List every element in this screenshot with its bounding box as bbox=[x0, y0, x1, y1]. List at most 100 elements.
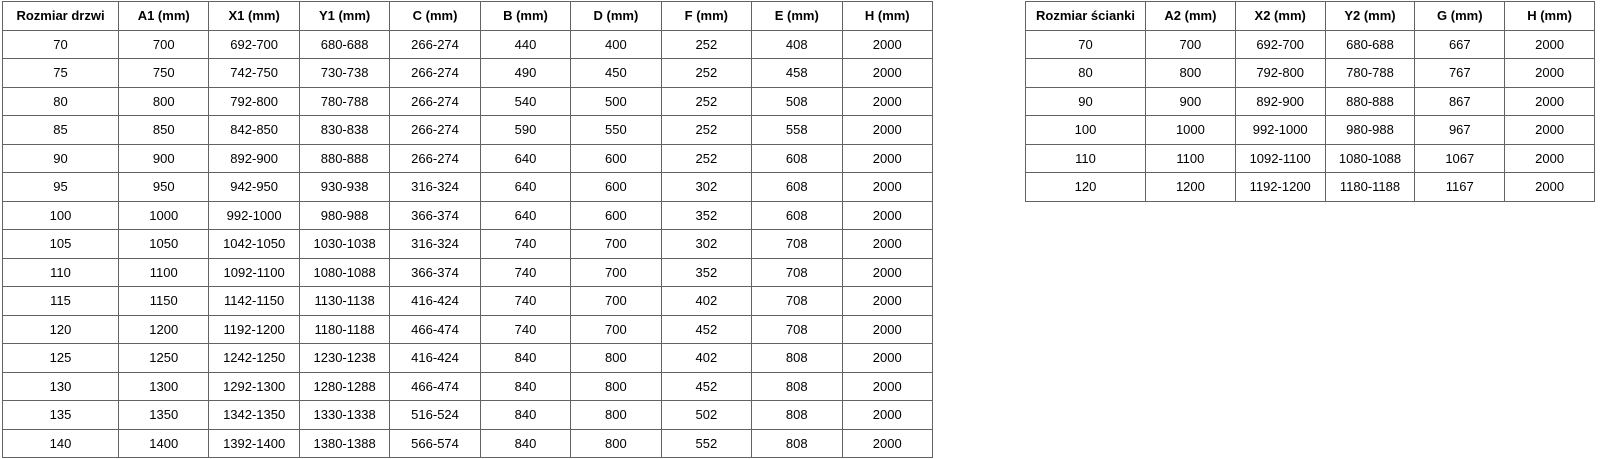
column-header: B (mm) bbox=[479, 1, 572, 31]
table-cell: 640 bbox=[479, 172, 572, 202]
table-cell: 440 bbox=[479, 29, 572, 59]
column-header: Y1 (mm) bbox=[298, 1, 391, 31]
table-row: 105 1050 1042-1050 1030-1038 316-324 740 700 30… bbox=[2, 229, 933, 259]
column-header: Rozmiar ścianki bbox=[1025, 1, 1146, 31]
table-cell: 252 bbox=[660, 29, 753, 59]
table-row: 75 750 742-750 730-738 266-274 490 450 252 458 20… bbox=[2, 58, 933, 88]
table-cell: 450 bbox=[570, 58, 662, 88]
table-cell: 558 bbox=[751, 115, 843, 145]
table-cell: 516-524 bbox=[389, 400, 481, 430]
table-cell: 452 bbox=[660, 314, 753, 344]
table-cell: 2000 bbox=[841, 29, 933, 59]
table-cell: 502 bbox=[660, 400, 753, 430]
table-cell: 1067 bbox=[1414, 143, 1506, 173]
table-row: 115 1150 1142-1150 1130-1138 416-424 740 700 40… bbox=[2, 286, 933, 316]
table-cell: 740 bbox=[479, 257, 572, 287]
table-cell: 266-274 bbox=[389, 58, 481, 88]
table-cell: 402 bbox=[660, 286, 753, 316]
table-cell: 892-900 bbox=[1234, 86, 1326, 116]
table-row: 80 800 792-800 780-788 767 2000 bbox=[1025, 58, 1595, 88]
table-cell: 466-474 bbox=[389, 314, 481, 344]
table-cell: 2000 bbox=[1504, 58, 1595, 88]
table-cell: 316-324 bbox=[389, 229, 481, 259]
table-row: 110 1100 1092-1100 1080-1088 1067 2000 bbox=[1025, 143, 1595, 173]
table-cell: 942-950 bbox=[208, 172, 300, 202]
table-cell: 552 bbox=[660, 428, 753, 458]
table-cell: 1342-1350 bbox=[208, 400, 300, 430]
table-cell: 2000 bbox=[841, 343, 933, 373]
table-cell: 600 bbox=[570, 200, 662, 230]
table-cell: 680-688 bbox=[1324, 29, 1416, 59]
table-cell: 1180-1188 bbox=[298, 314, 391, 344]
table-cell: 700 bbox=[570, 229, 662, 259]
table-cell: 780-788 bbox=[1324, 58, 1416, 88]
table-cell: 125 bbox=[2, 343, 119, 373]
table-cell: 2000 bbox=[841, 314, 933, 344]
table-cell: 2000 bbox=[841, 371, 933, 401]
door-size-table: Rozmiar drzwi A1 (mm) X1 (mm) Y1 (mm) C (mm)… bbox=[2, 1, 933, 458]
table-cell: 1130-1138 bbox=[298, 286, 391, 316]
table-cell: 880-888 bbox=[1324, 86, 1416, 116]
table-cell: 302 bbox=[660, 172, 753, 202]
table-cell: 740 bbox=[479, 229, 572, 259]
table-cell: 2000 bbox=[841, 86, 933, 116]
table-cell: 792-800 bbox=[208, 86, 300, 116]
table-cell: 302 bbox=[660, 229, 753, 259]
table-cell: 767 bbox=[1414, 58, 1506, 88]
table-cell: 892-900 bbox=[208, 143, 300, 173]
table-cell: 266-274 bbox=[389, 86, 481, 116]
table-cell: 708 bbox=[751, 314, 843, 344]
table-cell: 2000 bbox=[841, 172, 933, 202]
table-cell: 1400 bbox=[117, 428, 210, 458]
column-header: E (mm) bbox=[751, 1, 843, 31]
table-cell: 458 bbox=[751, 58, 843, 88]
table-cell: 980-988 bbox=[1324, 115, 1416, 145]
table-cell: 402 bbox=[660, 343, 753, 373]
table-row: 100 1000 992-1000 980-988 967 2000 bbox=[1025, 115, 1595, 145]
table-cell: 880-888 bbox=[298, 143, 391, 173]
table-cell: 508 bbox=[751, 86, 843, 116]
table-cell: 1167 bbox=[1414, 172, 1506, 202]
table-cell: 808 bbox=[751, 343, 843, 373]
table-cell: 808 bbox=[751, 371, 843, 401]
table-cell: 740 bbox=[479, 314, 572, 344]
table-cell: 2000 bbox=[841, 58, 933, 88]
table-cell: 608 bbox=[751, 200, 843, 230]
table-cell: 792-800 bbox=[1234, 58, 1326, 88]
column-header: X2 (mm) bbox=[1234, 1, 1326, 31]
table-cell: 800 bbox=[570, 400, 662, 430]
table-cell: 452 bbox=[660, 371, 753, 401]
table-cell: 780-788 bbox=[298, 86, 391, 116]
table-cell: 550 bbox=[570, 115, 662, 145]
table-cell: 100 bbox=[1025, 115, 1146, 145]
table-row: 80 800 792-800 780-788 266-274 540 500 252 508 20… bbox=[2, 86, 933, 116]
table-cell: 800 bbox=[570, 428, 662, 458]
table-cell: 95 bbox=[2, 172, 119, 202]
table-cell: 900 bbox=[1145, 86, 1236, 116]
table-cell: 808 bbox=[751, 400, 843, 430]
table-cell: 90 bbox=[2, 143, 119, 173]
table-cell: 708 bbox=[751, 257, 843, 287]
table-cell: 2000 bbox=[841, 428, 933, 458]
header-row: Rozmiar ścianki A2 (mm) X2 (mm) Y2 (mm) G (m… bbox=[1025, 1, 1595, 31]
table-cell: 830-838 bbox=[298, 115, 391, 145]
table-cell: 640 bbox=[479, 200, 572, 230]
table-cell: 252 bbox=[660, 115, 753, 145]
table-cell: 1050 bbox=[117, 229, 210, 259]
table-cell: 1292-1300 bbox=[208, 371, 300, 401]
table-cell: 540 bbox=[479, 86, 572, 116]
table-cell: 1350 bbox=[117, 400, 210, 430]
table-cell: 640 bbox=[479, 143, 572, 173]
table-cell: 2000 bbox=[841, 400, 933, 430]
table-cell: 1230-1238 bbox=[298, 343, 391, 373]
table-row: 85 850 842-850 830-838 266-274 590 550 252 558 20… bbox=[2, 115, 933, 145]
table-cell: 416-424 bbox=[389, 343, 481, 373]
table-cell: 80 bbox=[1025, 58, 1146, 88]
table-cell: 2000 bbox=[1504, 143, 1595, 173]
table-row: 90 900 892-900 880-888 867 2000 bbox=[1025, 86, 1595, 116]
table-cell: 840 bbox=[479, 371, 572, 401]
table-cell: 1242-1250 bbox=[208, 343, 300, 373]
table-cell: 140 bbox=[2, 428, 119, 458]
table-cell: 700 bbox=[570, 286, 662, 316]
table-cell: 800 bbox=[117, 86, 210, 116]
